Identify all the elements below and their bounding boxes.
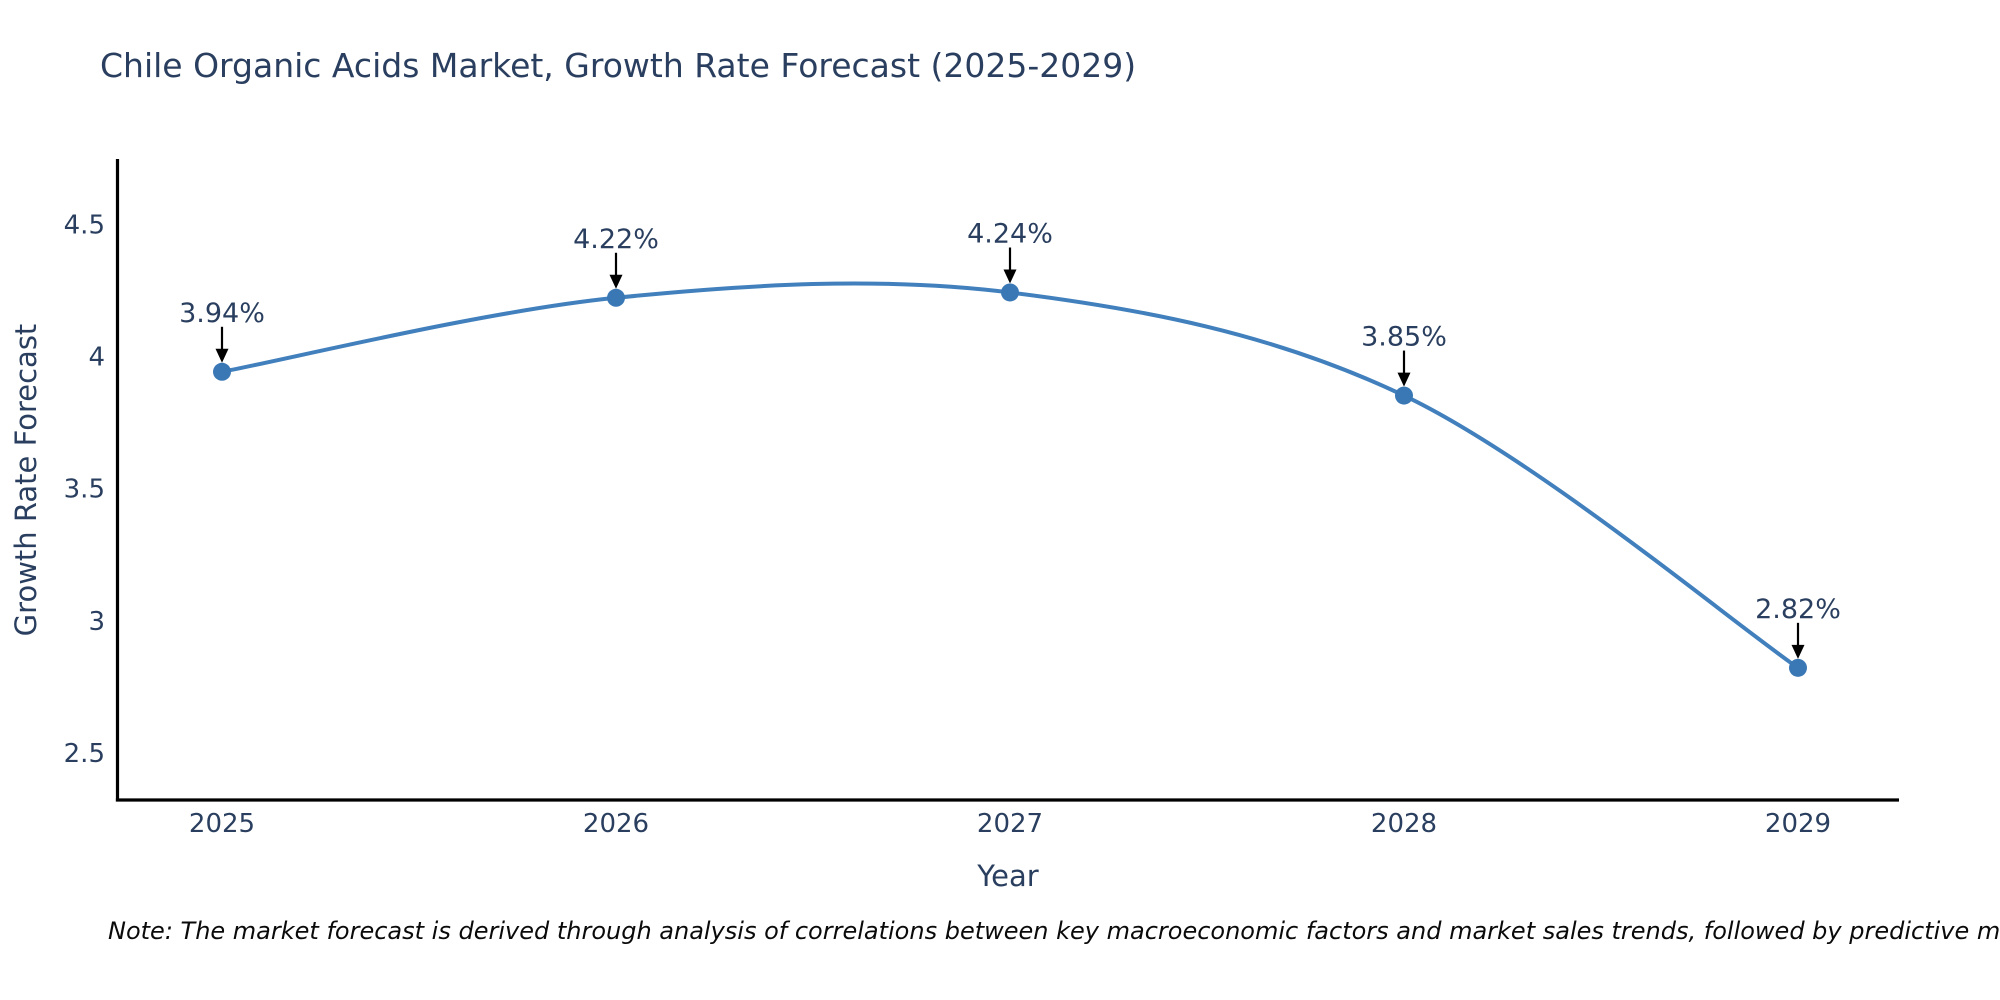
data-point-label: 2.82% [1755, 594, 1841, 625]
annotation-arrowhead-icon [609, 274, 623, 289]
data-point-marker [607, 288, 625, 307]
data-point-label: 3.94% [179, 298, 265, 329]
data-point-marker [1001, 283, 1019, 302]
x-tick-label: 2027 [977, 809, 1043, 839]
x-tick-label: 2029 [1765, 809, 1831, 839]
data-point-marker [213, 362, 231, 381]
forecast-line [220, 281, 1800, 670]
y-tick-label: 2.5 [64, 739, 105, 769]
annotation-arrowhead-icon [1791, 644, 1805, 659]
x-tick-label: 2028 [1371, 809, 1437, 839]
annotation-arrowhead-icon [1397, 372, 1411, 387]
annotation-arrowhead-icon [1003, 269, 1017, 284]
y-tick-label: 4 [88, 342, 105, 372]
y-tick-label: 3 [88, 607, 105, 637]
data-point-label: 4.24% [967, 218, 1053, 249]
x-tick-label: 2026 [583, 809, 649, 839]
annotation-arrowhead-icon [215, 348, 229, 363]
data-point-marker [1789, 658, 1807, 677]
y-tick-label: 4.5 [64, 210, 105, 240]
y-tick-label: 3.5 [64, 475, 105, 505]
chart-title: Chile Organic Acids Market, Growth Rate … [100, 46, 1137, 85]
footnote: Note: The market forecast is derived thr… [108, 917, 2000, 945]
x-axis-title: Year [977, 859, 1039, 893]
data-point-label: 4.22% [573, 224, 659, 255]
data-point-marker [1395, 386, 1413, 405]
data-point-label: 3.85% [1361, 322, 1447, 353]
x-tick-label: 2025 [189, 809, 255, 839]
